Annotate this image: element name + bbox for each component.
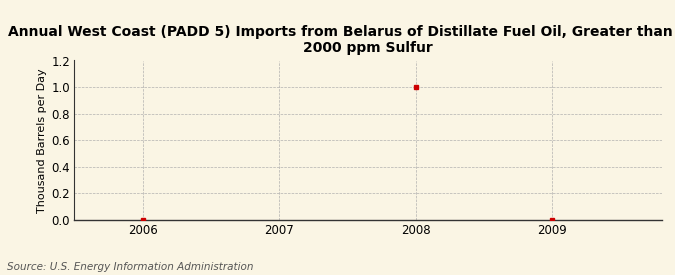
Y-axis label: Thousand Barrels per Day: Thousand Barrels per Day xyxy=(37,68,47,213)
Text: Source: U.S. Energy Information Administration: Source: U.S. Energy Information Administ… xyxy=(7,262,253,272)
Title: Annual West Coast (PADD 5) Imports from Belarus of Distillate Fuel Oil, Greater : Annual West Coast (PADD 5) Imports from … xyxy=(8,25,675,55)
